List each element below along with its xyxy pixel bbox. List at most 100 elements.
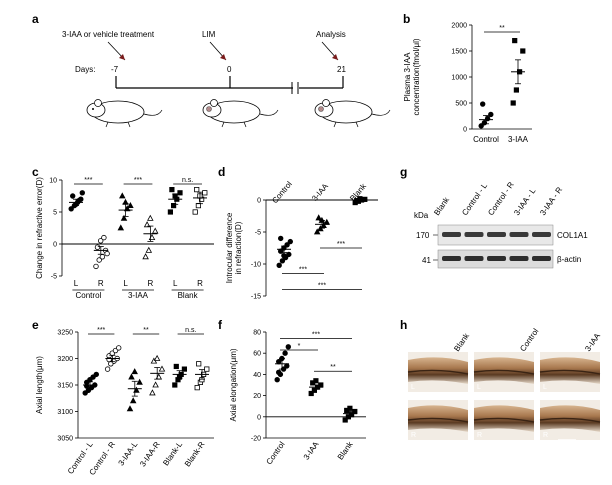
x-tick-label: Control — [270, 179, 294, 205]
band-beta-actin — [532, 256, 551, 261]
data-point — [204, 366, 210, 372]
band-beta-actin — [487, 256, 506, 261]
data-point — [127, 201, 134, 208]
x-tick-label: R — [197, 279, 203, 288]
data-point — [167, 209, 173, 215]
x-tick-label: Blank — [336, 439, 355, 461]
western-blot: kDa Blank Control - L Control - R 3-IAA … — [414, 180, 588, 269]
data-point — [126, 405, 134, 412]
series-0 — [82, 371, 99, 396]
data-point — [97, 238, 104, 244]
significance-label: * — [298, 343, 301, 350]
band-col1a1 — [464, 232, 484, 237]
data-point — [119, 192, 126, 199]
significance-label: *** — [97, 327, 105, 334]
series-3 — [149, 354, 166, 396]
data-point — [362, 196, 368, 202]
tissue-col-control: Control — [518, 327, 540, 353]
data-point — [147, 214, 154, 221]
tissue-row-label: R — [477, 432, 482, 439]
significance-label: *** — [318, 283, 326, 290]
chart-refractive-error: -5 0 5 10 Change in refractive error(D) L R L R L… — [35, 177, 214, 300]
data-point — [172, 382, 178, 388]
data-point — [70, 193, 76, 199]
data-point — [131, 368, 138, 375]
day-tick-2: 21 — [337, 65, 346, 74]
data-point — [488, 111, 494, 118]
y-tick-label: 3250 — [57, 330, 73, 337]
data-point — [152, 381, 159, 388]
y-tick-label: -20 — [251, 436, 261, 443]
lane-label-control-l: Control - L — [460, 181, 489, 217]
x-tick-label: Control — [264, 440, 286, 466]
tissue-col-blank: Blank — [452, 331, 471, 353]
data-point — [282, 350, 288, 356]
series-5 — [194, 361, 210, 391]
data-point — [170, 203, 177, 209]
analysis-label: Analysis — [316, 30, 346, 39]
data-point — [315, 214, 322, 221]
y-tick-label: 20 — [253, 393, 261, 400]
y-axis-label: Introcular differencein refraction(D) — [225, 212, 243, 283]
data-point — [115, 345, 122, 351]
series-0 — [276, 235, 293, 268]
series-0 — [68, 190, 85, 212]
y-tick-label: -5 — [51, 274, 57, 281]
series-1 — [308, 378, 324, 397]
data-point — [173, 363, 179, 370]
lane-label-3iaa-l: 3-IAA - L — [512, 186, 538, 217]
x-tick-label: R — [98, 279, 104, 288]
series-4 — [172, 363, 187, 388]
x-tick-label: 3-IAA-L — [117, 440, 140, 468]
y-tick-label: 3200 — [57, 356, 73, 363]
significance-label: *** — [299, 267, 307, 274]
band-col1a1 — [509, 232, 529, 237]
tissue-row-label: R — [411, 432, 416, 439]
series-4 — [167, 186, 183, 215]
data-point — [194, 385, 200, 391]
x-tick-label: 3-IAA — [508, 135, 529, 144]
x-tick-label: 3-IAA-R — [138, 440, 162, 469]
group-label: Blank — [178, 291, 199, 300]
y-tick-label: 5 — [53, 210, 57, 217]
tissue-row-label: R — [543, 432, 548, 439]
significance-label: n.s. — [182, 177, 193, 184]
x-tick-label: L — [123, 279, 128, 288]
data-point — [153, 354, 161, 361]
data-point — [93, 371, 99, 378]
x-tick-label: L — [173, 279, 178, 288]
band-beta-actin — [464, 256, 484, 261]
y-tick-label: 0 — [463, 127, 467, 134]
y-tick-label: -15 — [251, 294, 261, 301]
y-tick-label: 80 — [253, 330, 261, 337]
data-point — [93, 263, 99, 270]
y-axis-label: Change in refractive error(D) — [35, 177, 44, 279]
data-point — [285, 344, 291, 350]
kda-label: kDa — [414, 211, 429, 220]
y-tick-label: 500 — [455, 101, 467, 108]
series-0 — [274, 344, 291, 383]
data-point — [129, 397, 137, 404]
data-point — [101, 234, 107, 241]
x-tick-label: L — [74, 279, 79, 288]
y-tick-label: 60 — [253, 351, 261, 358]
y-tick-label: -10 — [251, 262, 261, 269]
data-point — [342, 417, 348, 423]
data-point — [136, 378, 143, 385]
data-point — [352, 408, 358, 415]
series-5 — [192, 186, 208, 215]
data-point — [68, 206, 74, 212]
y-tick-label: 3100 — [57, 409, 73, 416]
panel-letter-a: a — [32, 12, 39, 26]
panel-letter-b: b — [403, 12, 411, 26]
data-point — [143, 221, 151, 228]
band-col1a1 — [487, 232, 506, 237]
data-point — [278, 235, 284, 242]
data-point — [128, 373, 135, 380]
data-point — [177, 190, 183, 196]
band-col1a1 — [442, 232, 461, 237]
significance-label: n.s. — [185, 327, 196, 334]
data-point — [520, 48, 526, 54]
data-point — [287, 238, 293, 245]
data-point — [104, 250, 110, 257]
